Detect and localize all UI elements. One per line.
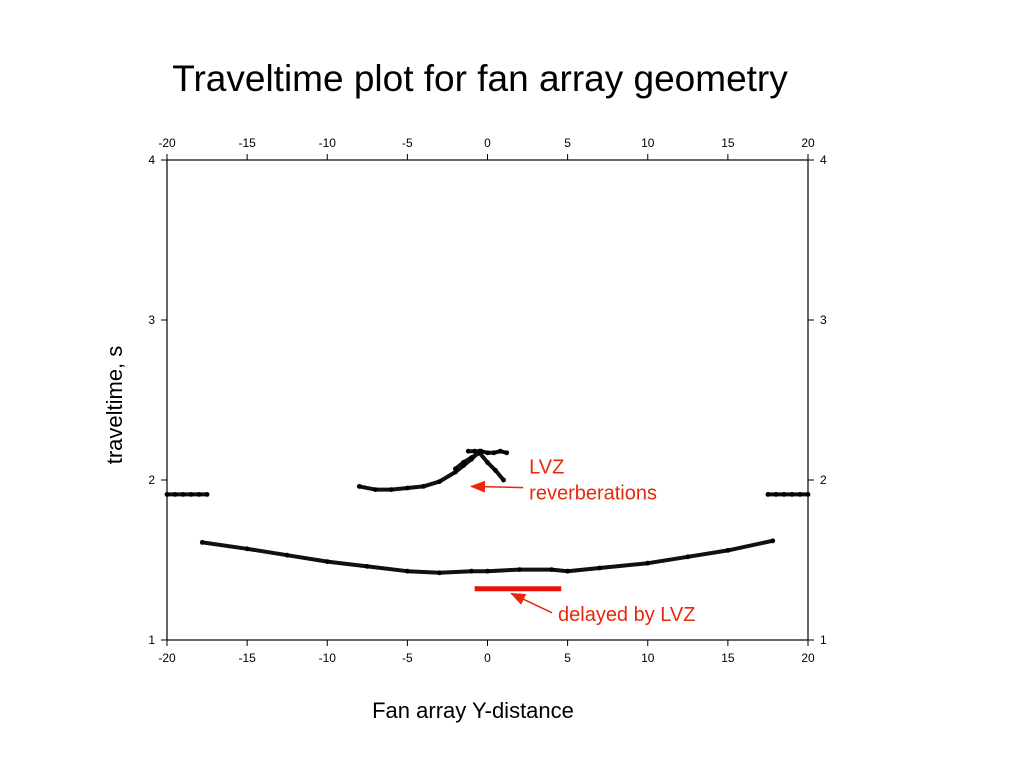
x-tick-label-bottom: 10 [641,651,655,665]
data-point [421,484,426,489]
x-tick-label-top: 5 [564,136,571,150]
data-point [180,492,186,497]
annotation-text: delayed by LVZ [558,604,696,626]
y-tick-label-left: 3 [148,313,155,327]
x-tick-label-top: -20 [158,136,176,150]
data-point [497,448,503,454]
x-tick-label-bottom: -20 [158,651,176,665]
series-1-line [357,449,482,492]
annotation-text: LVZ [529,457,564,479]
data-point [404,568,410,574]
annotation-text: reverberations [529,483,657,505]
data-point [781,492,787,497]
x-tick-label-top: -10 [319,136,337,150]
y-tick-label-right: 1 [820,633,827,647]
data-point [517,567,522,572]
data-point [472,448,478,454]
data-point [188,492,194,497]
data-point [164,492,170,497]
data-point [437,570,442,576]
y-tick-label-right: 3 [820,313,827,327]
data-point [597,565,603,571]
data-point [765,492,771,497]
x-tick-label-bottom: -5 [402,651,413,665]
data-point [485,460,490,465]
data-point [485,450,490,456]
data-point [388,487,394,492]
y-tick-label-left: 2 [148,473,155,487]
data-point [789,492,795,497]
x-tick-label-top: -5 [402,136,413,150]
data-point [284,552,290,558]
data-point [196,492,202,497]
data-point [805,492,811,497]
data-point [469,455,474,460]
annotation-arrow [510,592,553,614]
data-point [465,448,471,454]
data-point [565,568,571,574]
data-point [725,548,731,553]
data-point [364,564,370,569]
data-point [645,560,651,566]
data-point [797,492,803,497]
data-point [549,567,554,572]
x-tick-label-top: 20 [801,136,815,150]
y-tick-label-right: 4 [820,153,827,167]
plot-frame [166,159,809,641]
data-point [493,468,498,473]
data-point [199,540,205,545]
data-point [372,487,378,492]
data-point [453,466,458,472]
y-tick-label-left: 4 [148,153,155,167]
data-point [404,485,410,491]
y-tick-label-right: 2 [820,473,827,487]
data-point [172,492,178,497]
chart-title: Traveltime plot for fan array geometry [172,58,788,99]
x-tick-label-bottom: 5 [564,651,571,665]
x-axis-label: Fan array Y-distance [372,698,574,723]
x-tick-label-top: -15 [238,136,256,150]
x-tick-label-bottom: 0 [484,651,491,665]
data-point [204,492,210,497]
data-point [685,554,691,560]
data-point [461,460,466,465]
x-tick-label-top: 0 [484,136,491,150]
y-tick-label-left: 1 [148,633,155,647]
x-tick-label-top: 15 [721,136,735,150]
data-point [773,492,779,497]
data-point [504,450,510,456]
data-point [501,477,506,483]
x-tick-label-bottom: -10 [319,651,337,665]
x-tick-label-bottom: -15 [238,651,256,665]
data-point [485,568,490,574]
annotation-arrow [469,480,524,493]
x-tick-label-bottom: 15 [721,651,735,665]
data-point [469,568,474,574]
data-point [770,538,776,544]
x-tick-label-bottom: 20 [801,651,815,665]
data-point [437,479,442,484]
data-point [244,546,250,552]
data-point [356,484,362,489]
x-tick-label-top: 10 [641,136,655,150]
data-point [491,450,497,456]
data-point [478,448,484,454]
data-point [324,559,330,564]
